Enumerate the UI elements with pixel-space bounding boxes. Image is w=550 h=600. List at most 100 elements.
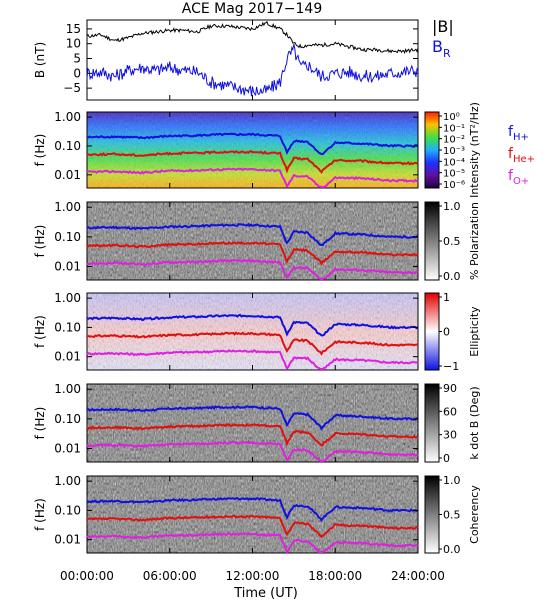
colorbar (424, 475, 440, 554)
gyrofrequency-line-heplus (86, 331, 419, 356)
colorbar-tick-label: 1 (443, 291, 450, 304)
y-tick-label: 0.01 (54, 533, 81, 547)
figure-title: ACE Mag 2017−149 (182, 1, 322, 17)
colorbar-tick-label: 10⁻¹ (443, 123, 465, 134)
legend-subscript: O+ (513, 176, 529, 187)
spectrogram-texture (87, 384, 418, 462)
colorbar-label: % Polarization (468, 202, 481, 280)
x-tick-label: 18:00:00 (308, 569, 362, 583)
x-tick-label: 24:00:00 (391, 569, 445, 583)
colorbar-tick-label: 90 (443, 382, 457, 395)
y-tick-label: 0.10 (54, 320, 81, 334)
colorbar-tick-label: 10⁻⁶ (443, 180, 465, 191)
colorbar (424, 201, 440, 281)
panel-spectrogram-3: 1.00 0.10 0.01 f (Hz) 1 0 −1 Ellipticity (33, 291, 481, 373)
legend: |B|BR (432, 17, 454, 60)
colorbar-label: Ellipticity (468, 306, 481, 357)
y-tick-label: 0 (73, 66, 81, 80)
legend-subscript: He+ (513, 154, 535, 165)
colorbar-tick-label: 0.5 (443, 235, 461, 248)
colorbar-tick-label: 30 (443, 429, 457, 442)
colorbar-tick-label: 10⁻³ (443, 146, 465, 157)
x-tick-label: 12:00:00 (226, 569, 280, 583)
panel-spectrogram-4: 1.00 0.10 0.01 f (Hz) 90 60 30 0 k dot B (Deg) (33, 382, 481, 465)
x-axis: 00:00:00 06:00:00 12:00:00 18:00:00 24:00:00… (60, 569, 445, 600)
x-tick-label: 06:00:00 (143, 569, 197, 583)
y-tick-label: −5 (63, 81, 81, 95)
colorbar-tick-label: 10⁰ (443, 112, 460, 123)
y-tick-label: 15 (66, 22, 81, 36)
gyrofrequency-line-hplus (86, 497, 419, 522)
legend-name: f (508, 146, 514, 162)
spectrogram-texture (87, 293, 418, 370)
colorbar-label: k dot B (Deg) (468, 386, 481, 459)
x-axis-label: Time (UT) (233, 586, 298, 600)
gyrofrequency-line-oplus (86, 532, 419, 554)
colorbar-tick-label: 10⁻⁴ (443, 157, 465, 168)
colorbar-tick-label: 10⁻² (443, 135, 465, 146)
legend-name: f (508, 124, 514, 140)
legend-name: |B| (432, 17, 454, 36)
y-tick-label: 10 (66, 37, 81, 51)
y-axis-label: B (nT) (33, 42, 47, 78)
y-tick-label: 5 (73, 52, 81, 66)
y-tick-label: 0.10 (54, 230, 81, 244)
legend-entry: fH+ (508, 124, 529, 143)
y-tick-label: 1.00 (54, 200, 81, 214)
y-tick-label: 0.10 (54, 412, 81, 426)
gyrofrequency-line-heplus (87, 514, 419, 539)
gyrofrequency-line-heplus (86, 422, 419, 447)
legend-entry: fO+ (508, 168, 529, 187)
gyrofrequency-line-hplus (86, 313, 419, 337)
gyrofrequency-line-hplus (86, 132, 419, 156)
gyrofrequency-line-heplus (86, 150, 419, 174)
y-tick-label: 1.00 (54, 291, 81, 305)
y-tick-label: 0.10 (54, 139, 81, 153)
legend-subscript: R (443, 47, 451, 60)
y-tick-label: 1.00 (54, 110, 81, 124)
legend-name: B (432, 37, 443, 56)
colorbar-tick-label: 0 (443, 326, 450, 339)
panel-spectrogram-2: 1.00 0.10 0.01 f (Hz) 1.0 0.5 0.0 % Polarizatio… (33, 200, 481, 283)
gyrofrequency-line-oplus (86, 349, 419, 371)
colorbar (424, 383, 440, 463)
colorbar (424, 111, 440, 189)
colorbar-tick-label: 10⁻⁵ (443, 169, 465, 180)
colorbar (424, 292, 440, 371)
legend-entry: fHe+ (508, 146, 535, 165)
y-tick-label: 0.01 (54, 350, 81, 364)
y-axis-label: f (Hz) (33, 225, 47, 258)
spectrogram-texture (87, 112, 418, 188)
spectrogram-texture (87, 476, 418, 553)
panel-spectrogram-1: 1.000.100.01f (Hz)10⁰10⁻¹10⁻²10⁻³10⁻⁴10⁻… (33, 102, 481, 198)
gyrofrequency-line-heplus (86, 240, 419, 267)
x-tick-label: 00:00:00 (60, 569, 114, 583)
colorbar-tick-label: 0.0 (443, 270, 461, 283)
y-axis-label: f (Hz) (33, 498, 47, 531)
y-axis-label: f (Hz) (33, 315, 47, 348)
legend-name: f (508, 168, 514, 184)
x-tick-labels: 00:00:00 06:00:00 12:00:00 18:00:00 24:00:00 (60, 569, 445, 583)
legend-subscript: H+ (513, 132, 529, 143)
y-tick-label: 1.00 (54, 474, 81, 488)
series-line-b-radial (86, 44, 419, 97)
colorbar-label: Intensity (nT²/Hz) (468, 102, 481, 198)
colorbar-tick-label: 1.0 (443, 474, 461, 487)
gyrofrequency-legend: fH+fHe+fO+ (508, 124, 535, 187)
spectrogram-texture (87, 202, 418, 280)
y-axis-label: f (Hz) (33, 134, 47, 167)
series-line-b-magnitude (86, 20, 419, 55)
colorbar-tick-label: 0 (443, 452, 450, 465)
legend-entry: |B| (432, 17, 454, 36)
colorbar-tick-label: −1 (443, 360, 459, 373)
gyrofrequency-line-hplus (87, 405, 419, 431)
y-tick-label: 0.01 (54, 441, 81, 455)
colorbar-label: Coherency (468, 485, 481, 544)
panel-spectrogram-5: 1.00 0.10 0.01 f (Hz) 1.0 0.5 0.0 Coherency (33, 474, 481, 556)
colorbar-tick-label: 60 (443, 405, 457, 418)
y-axis-label: f (Hz) (33, 407, 47, 440)
colorbar-tick-label: 0.0 (443, 543, 461, 556)
y-tick-label: 1.00 (54, 382, 81, 396)
